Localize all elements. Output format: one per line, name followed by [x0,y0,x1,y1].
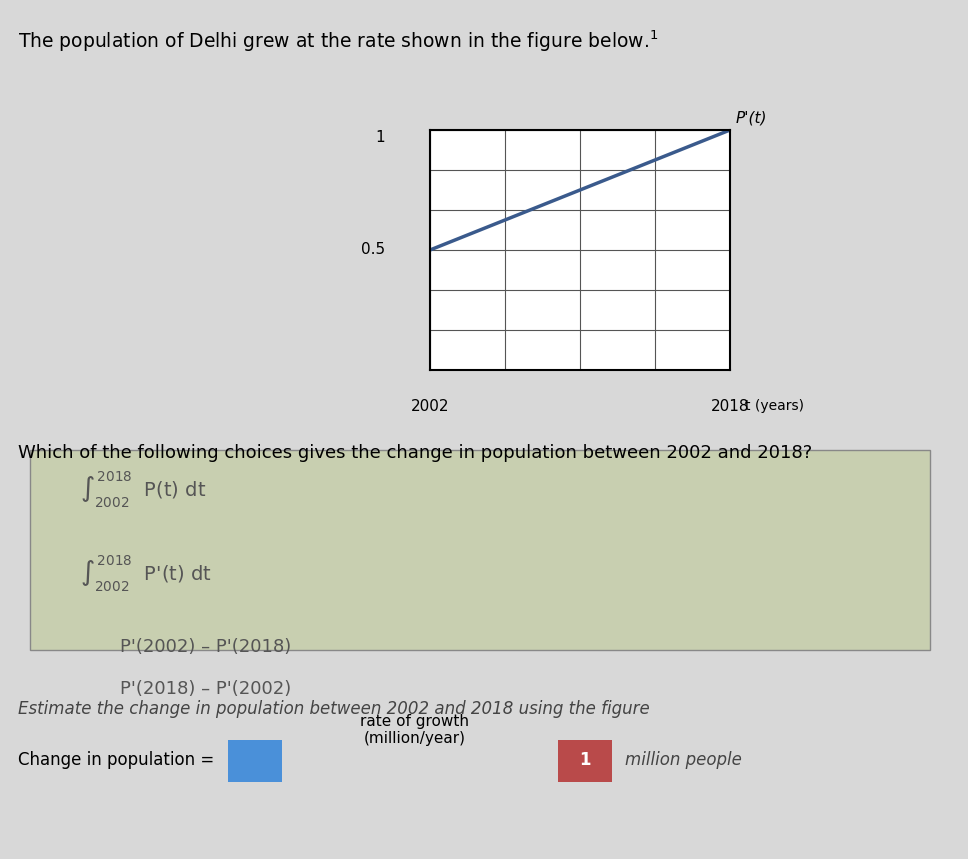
Text: 1: 1 [376,130,385,145]
Text: Estimate the change in population between 2002 and 2018 using the figure: Estimate the change in population betwee… [18,700,650,718]
Text: 2018: 2018 [711,399,749,414]
Text: P'(t): P'(t) [736,110,768,125]
Text: million people: million people [625,751,741,769]
Text: 2002: 2002 [410,399,449,414]
Text: P'(2002) – P'(2018): P'(2002) – P'(2018) [120,638,291,656]
Text: 1: 1 [579,751,590,769]
FancyBboxPatch shape [30,450,930,650]
Text: Which of the following choices gives the change in population between 2002 and 2: Which of the following choices gives the… [18,444,812,462]
FancyBboxPatch shape [558,740,612,782]
Text: $\int_{2002}^{2018}$  P'(t) dt: $\int_{2002}^{2018}$ P'(t) dt [80,554,212,594]
Text: P'(2018) – P'(2002): P'(2018) – P'(2002) [120,680,291,698]
Text: $\int_{2002}^{2018}$  P(t) dt: $\int_{2002}^{2018}$ P(t) dt [80,470,206,510]
Text: 0.5: 0.5 [361,242,385,258]
Text: t (years): t (years) [745,399,804,413]
FancyBboxPatch shape [228,740,282,782]
Text: Change in population =: Change in population = [18,751,214,769]
Text: The population of Delhi grew at the rate shown in the figure below.$^1$: The population of Delhi grew at the rate… [18,29,658,54]
Text: rate of growth
(million/year): rate of growth (million/year) [360,714,469,746]
